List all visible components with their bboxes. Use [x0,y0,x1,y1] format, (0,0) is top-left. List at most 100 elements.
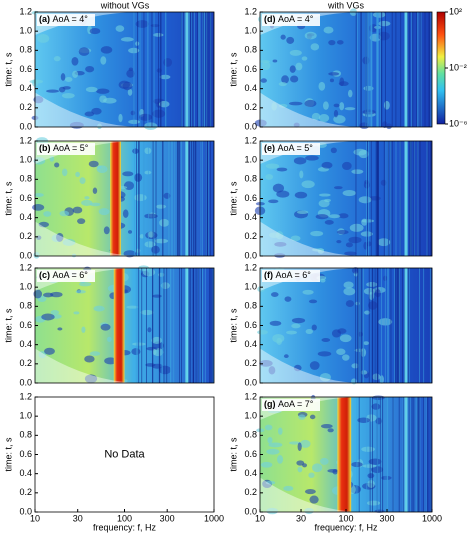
spectrogram-blob [163,192,171,199]
spectrogram-streak [133,141,135,256]
spectrogram-blob [134,194,147,202]
spectrogram-streak [371,268,373,383]
spectrogram-streak [189,268,191,383]
spectrogram-blob [144,170,152,175]
spectrogram-streak [412,12,414,127]
spectrogram-streak [390,141,392,256]
spectrogram-blob [264,424,273,431]
y-tick-label: 0.8 [19,430,32,440]
spectrogram-streak [379,397,381,512]
y-tick-label: 0.6 [19,64,32,74]
aoa-label: AoA = 7° [278,399,314,409]
spectrogram-streak [413,141,415,256]
panel: No Data 0.0 0.2 0.4 0.6 0.8 1.0 1.2 time: t, s 10… [3,391,224,532]
spectrogram-streak [212,268,213,383]
spectrogram-blob [152,348,157,356]
spectrogram-blob [333,103,340,108]
spectrogram-streak [204,12,205,127]
y-tick-label: 0.4 [19,339,32,349]
spectrogram-streak [205,12,207,127]
spectrogram-streak [152,268,154,383]
colorbar-tick-label: 10⁻⁶ [449,118,468,128]
spectrogram-blob [308,299,318,304]
x-tick-label: 1000 [422,513,442,523]
spectrogram-blob [77,218,86,225]
spectrogram-blob [60,73,66,81]
spectrogram-blob [348,236,362,244]
y-tick-label: 1.0 [244,26,257,36]
spectrogram-blob [371,395,385,400]
spectrogram-streak [137,268,138,383]
spectrogram-streak [388,141,390,256]
spectrogram-streak [165,12,167,127]
spectrogram-blob [344,251,357,256]
spectrogram-streak [204,268,206,383]
panel-annotation: (e) AoA = 5° [264,143,313,153]
spectrogram-blob [304,31,317,40]
spectrogram-blob [318,81,326,91]
panel-annotation: (f) AoA = 6° [264,270,311,280]
spectrogram-blob [266,507,279,515]
spectrogram-streak [160,12,161,127]
spectrogram-blob [260,461,273,468]
spectrogram-streak [191,141,192,256]
spectrogram-streak [379,12,381,127]
spectrogram-blob [310,43,320,51]
spectrogram-streak [417,397,419,512]
y-tick-label: 0.4 [244,83,257,93]
spectrogram-blob [103,226,110,235]
spectrogram-blob [286,36,295,44]
y-tick-label: 1.2 [244,135,257,145]
spectrogram-streak [162,141,164,256]
spectrogram-streak [197,12,199,127]
spectrogram-blob [347,89,353,98]
spectrogram-streak [202,268,204,383]
spectrogram-blob [29,79,44,84]
spectrogram-blob [37,25,43,30]
spectrogram-streak [431,141,432,256]
spectrogram-blob [344,107,356,111]
spectrogram-streak [414,397,416,512]
spectrogram-streak [370,12,372,127]
spectrogram-streak [429,397,431,512]
spectrogram-blob [358,196,372,204]
spectrogram-streak [166,268,168,383]
spectrogram-streak [407,141,408,256]
spectrogram-blob [339,77,345,86]
spectrogram-blob [96,88,110,94]
spectrogram-blob [310,230,324,237]
spectrogram-streak [407,12,408,127]
spectrogram-blob [79,177,86,185]
y-axis-label: time: t, s [228,52,238,87]
spectrogram-blob [104,357,117,365]
spectrogram-blob [150,24,160,28]
spectrogram-streak [402,397,404,512]
spectrogram-blob [93,305,105,312]
y-tick-label: 1.2 [244,6,257,16]
spectrogram-streak [158,12,160,127]
y-tick-label: 0.6 [19,320,32,330]
spectrogram-streak [372,268,374,383]
spectrogram-blob [351,363,359,369]
aoa-label: AoA = 4° [53,14,89,24]
spectrogram-blob [91,107,102,115]
spectrogram-blob [62,168,68,177]
panel: 0.0 0.2 0.4 0.6 0.8 1.0 1.2 time: t, s 10 30 100 30… [228,391,442,532]
x-tick-label: 30 [296,513,306,523]
spectrogram-blob [272,183,285,193]
spectrogram-blob [50,310,60,315]
spectrogram-streak [173,268,175,383]
y-tick-label: 0.6 [244,449,257,459]
spectrogram-blob [328,72,340,76]
spectrogram-blob [274,241,287,247]
y-tick-label: 0.0 [244,377,257,387]
y-tick-label: 1.0 [19,411,32,421]
spectrogram-blob [106,336,112,342]
spectrogram-blob [138,113,153,121]
spectrogram-streak [428,12,430,127]
panel-annotation: (g) AoA = 7° [264,399,314,409]
spectrogram-blob [290,75,299,83]
x-tick-label: 10 [30,513,40,523]
spectrogram [260,141,432,256]
spectrogram-blob [293,157,307,165]
